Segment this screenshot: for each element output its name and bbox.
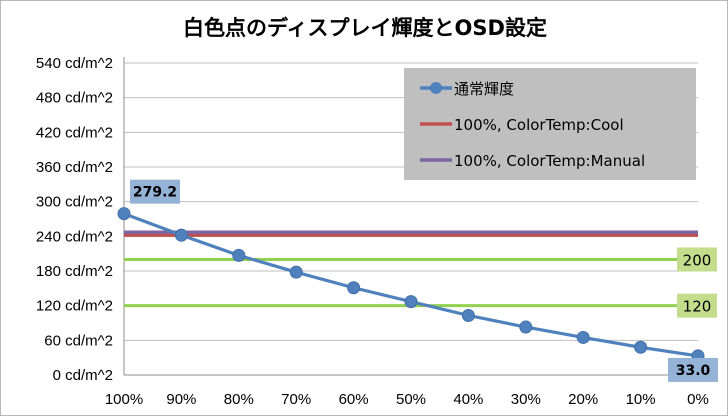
x-tick-label: 40%: [453, 391, 483, 408]
x-tick-label: 100%: [105, 391, 143, 408]
legend-marker: [430, 82, 442, 94]
legend: 通常輝度 100%, ColorTemp:Cool 100%, ColorTemp:…: [404, 68, 696, 180]
point-label: 33.0: [676, 363, 711, 379]
data-point: [404, 295, 418, 309]
brightness-series: [117, 207, 705, 363]
legend-entry: 100%, ColorTemp:Manual: [454, 152, 645, 170]
point-label-box: [130, 179, 180, 204]
x-tick-label: 80%: [224, 391, 254, 408]
legend-entry: 100%, ColorTemp:Cool: [454, 116, 624, 134]
data-point: [634, 340, 648, 354]
point-label: 279.2: [133, 185, 177, 201]
data-point: [117, 207, 131, 221]
point-labels: 279.2 33.0: [130, 179, 718, 382]
reference-lines: 200 120: [124, 247, 717, 318]
x-tick-label: 50%: [396, 391, 426, 408]
x-tick-label: 20%: [568, 391, 598, 408]
y-axis-labels: 0 cd/m^2 60 cd/m^2 120 cd/m^2 180 cd/m^2 240…: [36, 55, 113, 384]
legend-box: [404, 68, 696, 180]
reference-label-box: [677, 247, 717, 272]
data-point: [232, 248, 246, 262]
data-point: [289, 265, 303, 279]
x-tick-label: 90%: [166, 391, 196, 408]
x-tick-label: 70%: [281, 391, 311, 408]
y-tick-label: 480 cd/m^2: [36, 90, 113, 107]
reference-label: 120: [683, 298, 712, 316]
legend-entry: 通常輝度: [454, 80, 514, 98]
x-tick-label: 0%: [687, 391, 709, 408]
y-tick-label: 60 cd/m^2: [44, 332, 113, 349]
data-point: [461, 308, 475, 322]
y-tick-label: 360 cd/m^2: [36, 159, 113, 176]
y-tick-label: 120 cd/m^2: [36, 298, 113, 315]
x-tick-label: 30%: [511, 391, 541, 408]
reference-label: 200: [683, 251, 712, 269]
chart-title: 白色点のディスプレイ輝度とOSD設定: [183, 16, 547, 40]
y-tick-label: 240 cd/m^2: [36, 228, 113, 245]
x-axis-labels: 100% 90% 80% 70% 60% 50% 40% 30% 20% 10% 0%: [105, 391, 709, 408]
reference-label-box: [677, 293, 717, 318]
y-tick-label: 0 cd/m^2: [53, 367, 113, 384]
y-tick-label: 180 cd/m^2: [36, 263, 113, 280]
data-point: [347, 281, 361, 295]
point-label-box: [668, 357, 718, 382]
data-point: [576, 330, 590, 344]
y-tick-label: 540 cd/m^2: [36, 55, 113, 72]
y-tick-label: 420 cd/m^2: [36, 124, 113, 141]
y-tick-label: 300 cd/m^2: [36, 194, 113, 211]
x-tick-label: 60%: [339, 391, 369, 408]
x-tick-label: 10%: [626, 391, 656, 408]
constant-series: [124, 230, 698, 237]
data-point: [519, 320, 533, 334]
data-point: [174, 228, 188, 242]
